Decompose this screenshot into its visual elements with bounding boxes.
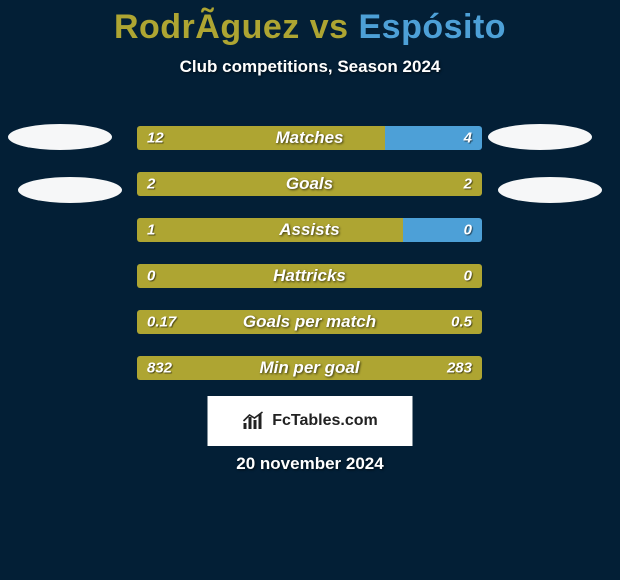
avatar-placeholder-left-2 — [18, 177, 122, 203]
bar-left-segment — [137, 310, 482, 334]
bar-left-segment — [137, 126, 385, 150]
bar-left-value: 12 — [147, 130, 164, 147]
bar-left-value: 0 — [147, 268, 155, 285]
bar-row: 0 0 Hattricks — [137, 264, 482, 288]
bars-chart-icon — [242, 411, 268, 431]
player1-name: RodrÃ­guez — [114, 8, 300, 46]
avatar-placeholder-right-1 — [488, 124, 592, 150]
subtitle: Club competitions, Season 2024 — [0, 57, 620, 77]
bar-right-value: 0 — [464, 268, 472, 285]
page-title: RodrÃ­guez vs Espósito — [0, 0, 620, 47]
avatar-placeholder-left-1 — [8, 124, 112, 150]
bar-row: 1 0 Assists — [137, 218, 482, 242]
vs-separator: vs — [300, 8, 359, 46]
bar-row: 2 2 Goals — [137, 172, 482, 196]
bar-left-value: 832 — [147, 360, 172, 377]
bar-row: 0.17 0.5 Goals per match — [137, 310, 482, 334]
bar-left-segment — [137, 218, 403, 242]
bar-right-value: 283 — [447, 360, 472, 377]
bar-left-value: 1 — [147, 222, 155, 239]
bar-right-value: 4 — [464, 130, 472, 147]
bar-right-value: 2 — [464, 176, 472, 193]
bar-row: 832 283 Min per goal — [137, 356, 482, 380]
bar-right-value: 0.5 — [451, 314, 472, 331]
date-label: 20 november 2024 — [0, 454, 620, 474]
comparison-chart: 12 4 Matches 2 2 Goals 1 0 Assists 0 0 H… — [137, 126, 482, 402]
bar-left-segment — [137, 172, 482, 196]
bar-left-value: 2 — [147, 176, 155, 193]
brand-badge: FcTables.com — [208, 396, 413, 446]
bar-left-segment — [137, 264, 482, 288]
brand-text: FcTables.com — [272, 412, 378, 430]
bar-right-value: 0 — [464, 222, 472, 239]
bar-left-segment — [137, 356, 482, 380]
avatar-placeholder-right-2 — [498, 177, 602, 203]
bar-left-value: 0.17 — [147, 314, 176, 331]
player2-name: Espósito — [358, 8, 506, 46]
bar-row: 12 4 Matches — [137, 126, 482, 150]
